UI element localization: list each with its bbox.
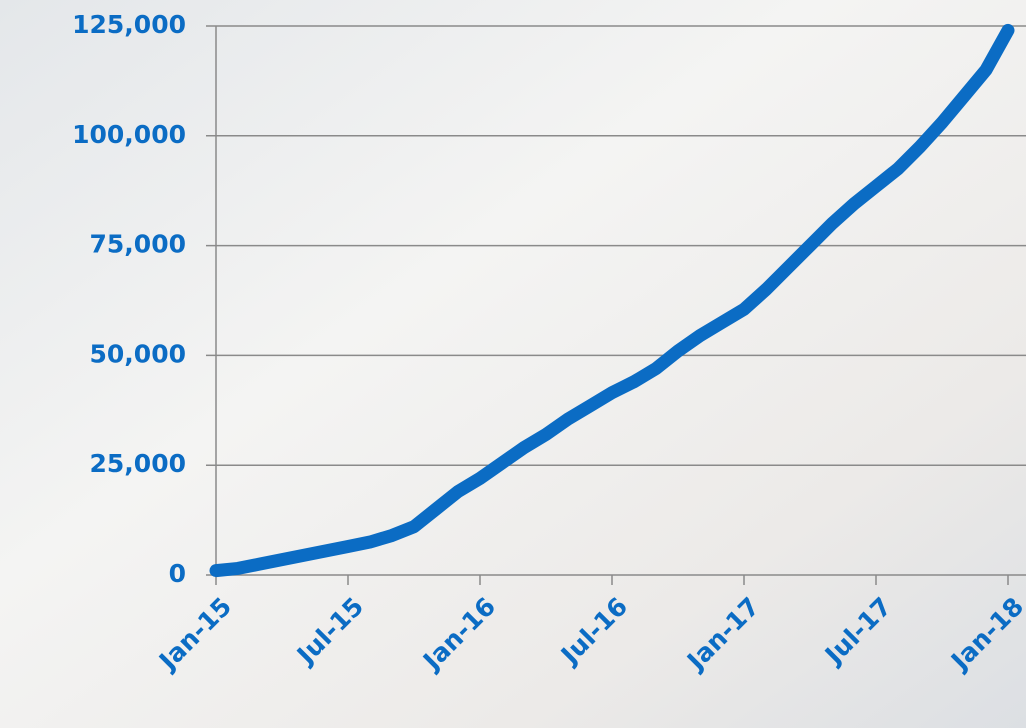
y-tick-label: 75,000: [90, 230, 186, 259]
y-tick-label: 50,000: [90, 339, 186, 368]
page: {"chart_data": {"type": "line", "color":…: [0, 0, 1026, 728]
chart: 025,00050,00075,000100,000125,000Jan-15J…: [0, 0, 1026, 728]
y-tick-label: 0: [169, 559, 186, 588]
y-tick-label: 100,000: [72, 120, 186, 149]
y-tick-label: 125,000: [72, 10, 186, 39]
y-tick-label: 25,000: [90, 449, 186, 478]
